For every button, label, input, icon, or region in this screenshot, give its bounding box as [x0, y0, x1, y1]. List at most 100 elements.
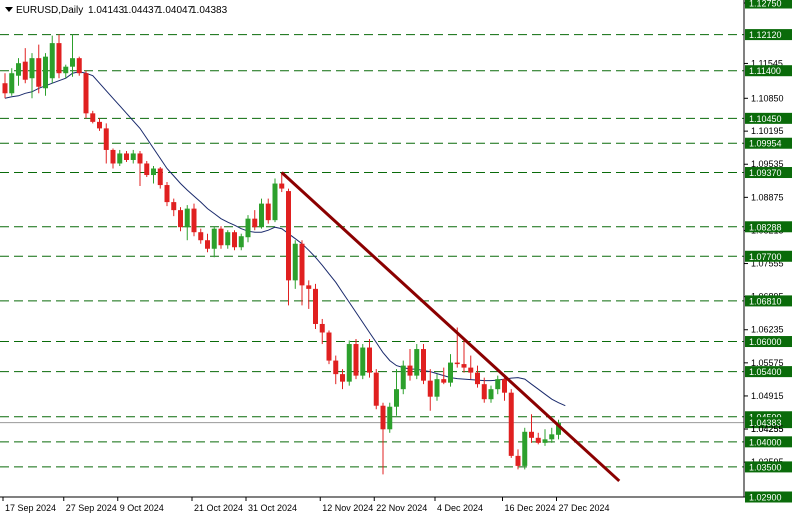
top-price-label-text: 1.12750 — [749, 0, 782, 9]
level-label: 1.09370 — [745, 167, 792, 179]
candle-body — [502, 379, 507, 393]
candle — [218, 226, 224, 249]
candles — [2, 34, 561, 475]
candle — [157, 166, 163, 189]
candle-body — [265, 203, 271, 221]
candle-body — [515, 455, 521, 466]
trendline-group — [280, 171, 621, 483]
level-label: 1.05400 — [745, 366, 792, 378]
high-value: 1.04437 — [123, 5, 160, 16]
candle — [144, 160, 150, 178]
level-label-text: 1.04000 — [749, 437, 782, 447]
candle-body — [49, 43, 55, 79]
level-label-text: 1.06810 — [749, 296, 782, 306]
y-tick-label: 1.10850 — [751, 93, 784, 103]
candle — [22, 48, 28, 84]
candle — [441, 367, 447, 385]
candle — [252, 210, 258, 231]
current-price-label-text: 1.04383 — [749, 418, 782, 428]
level-label-box — [745, 167, 792, 179]
candle — [56, 34, 62, 79]
level-label-text: 1.12120 — [749, 30, 782, 40]
candle — [306, 280, 312, 309]
x-tick-label: 16 Dec 2024 — [505, 503, 556, 513]
trendline[interactable] — [280, 171, 621, 483]
candle-body — [164, 185, 170, 203]
candle-body — [36, 58, 42, 87]
y-tick-label: 1.08875 — [751, 192, 784, 202]
candle — [434, 374, 440, 401]
candle — [502, 375, 507, 401]
candle — [522, 427, 528, 470]
candle — [508, 389, 514, 458]
candle — [238, 233, 244, 251]
y-tick-label: 1.07555 — [751, 259, 784, 269]
candle — [90, 110, 96, 124]
y-tick-label: 1.06235 — [751, 325, 784, 335]
y-tick-label: 1.11545 — [751, 58, 783, 68]
candle-body — [488, 389, 494, 400]
level-label: 1.11400 — [745, 65, 792, 77]
x-tick-label: 17 Sep 2024 — [5, 503, 56, 513]
candle-body — [151, 168, 156, 176]
candle — [9, 68, 15, 96]
candle-body — [97, 121, 102, 129]
candle — [535, 432, 541, 445]
candle-body — [191, 208, 197, 233]
candle — [265, 198, 271, 224]
level-label: 1.06810 — [745, 295, 792, 307]
candle-body — [83, 73, 89, 114]
level-label-box — [745, 411, 792, 423]
level-label-box — [745, 65, 792, 77]
moving-average — [4, 71, 566, 407]
candle — [16, 58, 21, 86]
candle-body — [144, 163, 150, 176]
candle-body — [279, 183, 285, 189]
candle-body — [117, 153, 123, 164]
candle — [387, 402, 393, 433]
candle-body — [387, 406, 393, 430]
candle-body — [441, 379, 447, 383]
candle-body — [313, 288, 318, 324]
candle-body — [542, 439, 548, 443]
level-label: 1.03500 — [745, 461, 792, 473]
candle — [495, 375, 501, 395]
candle-body — [556, 422, 561, 435]
level-label-text: 1.10450 — [749, 114, 782, 124]
candle-body — [400, 365, 406, 390]
level-label-box — [745, 29, 792, 41]
y-tick-label: 1.04915 — [751, 391, 784, 401]
candle-body — [76, 58, 82, 74]
level-label-box — [745, 221, 792, 233]
level-label: 1.07700 — [745, 250, 792, 262]
candle — [205, 233, 210, 253]
candle — [556, 419, 561, 440]
candle-body — [16, 63, 21, 76]
candle — [286, 188, 291, 306]
level-label: 1.06000 — [745, 336, 792, 348]
level-label-box — [745, 436, 792, 448]
candle — [225, 230, 231, 249]
candle-body — [495, 379, 501, 390]
candle-body — [529, 431, 534, 438]
candle-body — [319, 323, 325, 333]
candle — [63, 64, 69, 79]
candle — [36, 44, 42, 94]
candle-body — [286, 191, 291, 281]
candle-body — [43, 56, 48, 89]
candle-body — [535, 437, 541, 443]
level-label-text: 1.09954 — [749, 139, 782, 149]
level-label: 1.08288 — [745, 221, 792, 233]
candle — [83, 70, 89, 119]
candle-body — [353, 344, 359, 376]
x-tick-label: 21 Oct 2024 — [194, 503, 243, 513]
chart-header: EURUSD,Daily 1.04143 1.04437 1.04047 1.0… — [5, 5, 228, 16]
candle-body — [292, 243, 298, 281]
candle-body — [434, 379, 440, 397]
dropdown-triangle-icon[interactable] — [5, 7, 13, 12]
level-label-text: 1.08288 — [749, 222, 782, 232]
bottom-price-label-box — [745, 491, 792, 503]
candle — [279, 172, 285, 193]
candle-body — [178, 210, 183, 228]
